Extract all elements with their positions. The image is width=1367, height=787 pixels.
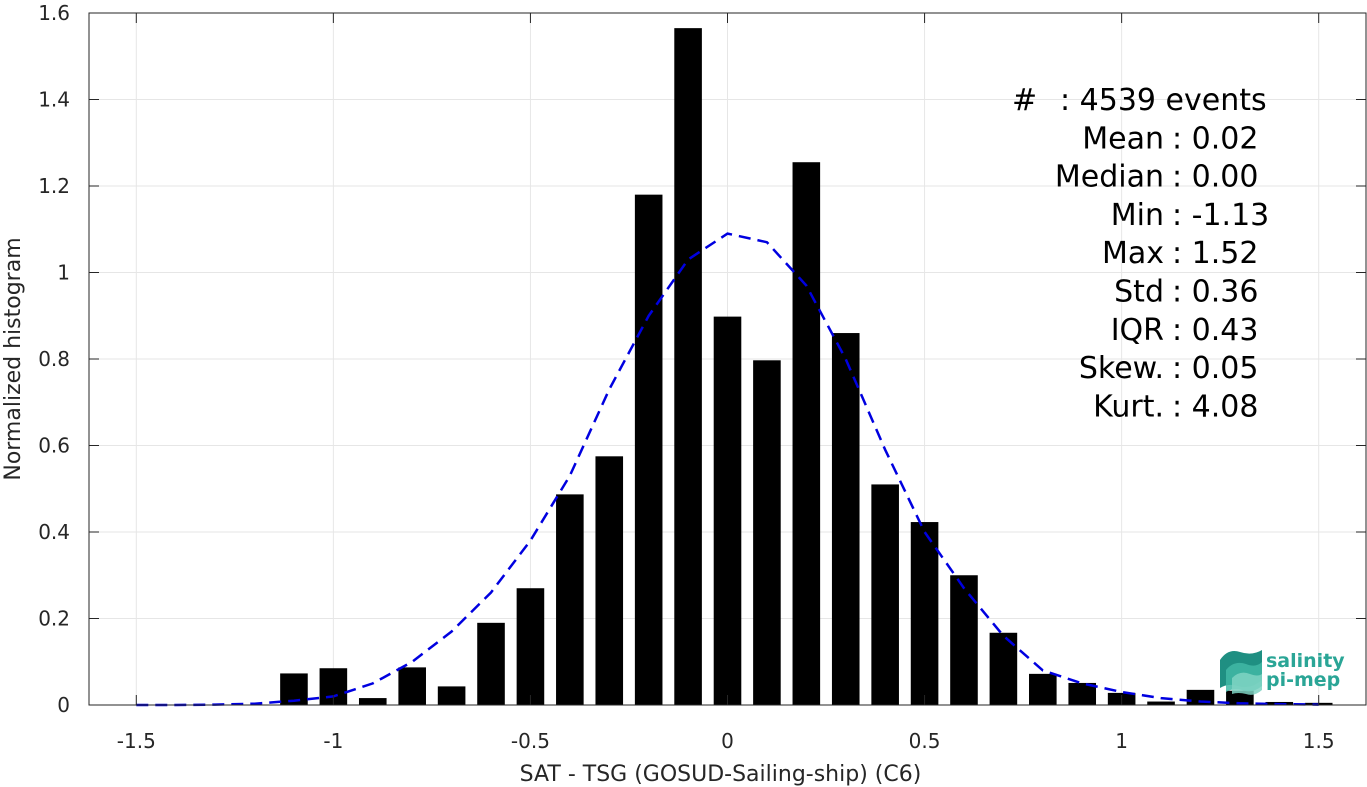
- bar-19: [1029, 673, 1057, 705]
- bar-13: [792, 162, 821, 705]
- stat-value-4: : 1.52: [1172, 236, 1258, 271]
- x-axis-label: SAT - TSG (GOSUD-Sailing-ship) (C6): [520, 762, 922, 787]
- bar-6: [516, 588, 545, 705]
- y-tick-label-3: 0.6: [38, 434, 70, 458]
- x-tick-label-0: -1.5: [117, 729, 156, 753]
- logo-line-1: salinity: [1266, 650, 1345, 672]
- bar-15: [871, 484, 899, 705]
- x-tick-label-2: -0.5: [511, 729, 550, 753]
- x-tick-label-5: 1: [1115, 729, 1128, 753]
- bar-2: [358, 698, 387, 705]
- y-tick-label-0: 0: [57, 693, 70, 717]
- stat-key-5: Std: [1114, 275, 1164, 310]
- stat-value-5: : 0.36: [1172, 275, 1258, 310]
- y-tick-label-4: 0.8: [38, 347, 70, 371]
- y-tick-label-6: 1.2: [38, 174, 70, 198]
- stat-value-3: : -1.13: [1172, 198, 1269, 233]
- histogram-bars: [280, 28, 1333, 705]
- y-tick-label-8: 1.6: [38, 1, 70, 25]
- stat-key-7: Skew.: [1079, 351, 1164, 386]
- stat-key-0: #: [1012, 83, 1037, 118]
- y-tick-label-1: 0.2: [38, 607, 70, 631]
- stat-value-7: : 0.05: [1172, 351, 1258, 386]
- stat-value-8: : 4.08: [1172, 389, 1258, 424]
- y-tick-labels: 0 0.2 0.4 0.6 0.8 1 1.2 1.4 1.6: [38, 1, 70, 717]
- x-tick-labels: -1.5 -1 -0.5 0 0.5 1 1.5: [117, 729, 1335, 753]
- x-tick-label-4: 0.5: [909, 729, 941, 753]
- x-tick-label-1: -1: [323, 729, 343, 753]
- stat-key-8: Kurt.: [1093, 389, 1164, 424]
- bar-8: [595, 456, 624, 705]
- bar-24: [1226, 690, 1254, 705]
- logo-wave-icon: [1220, 650, 1262, 695]
- bar-5: [477, 622, 505, 705]
- bar-11: [713, 316, 742, 705]
- y-tick-label-7: 1.4: [38, 88, 70, 112]
- bar-14: [831, 333, 860, 705]
- y-axis-label: Normalized histogram: [1, 237, 26, 480]
- bar-17: [950, 575, 978, 705]
- stat-key-1: Mean: [1082, 121, 1164, 156]
- stat-value-1: : 0.02: [1172, 121, 1258, 156]
- bar-10: [674, 28, 702, 705]
- axis-ticks: [89, 12, 1366, 706]
- stat-key-6: IQR: [1111, 313, 1164, 348]
- grid-lines: [89, 12, 1366, 706]
- stat-value-2: : 0.00: [1172, 160, 1258, 195]
- stat-value-0: : 4539 events: [1060, 83, 1267, 118]
- x-tick-label-3: 0: [721, 729, 734, 753]
- bar-16: [910, 522, 939, 705]
- stat-key-4: Max: [1102, 236, 1164, 271]
- bar-22: [1147, 701, 1175, 705]
- x-tick-label-6: 1.5: [1303, 729, 1335, 753]
- stat-key-2: Median: [1055, 160, 1164, 195]
- bar-12: [753, 360, 781, 705]
- bar-3: [398, 667, 426, 705]
- y-tick-label-5: 1: [57, 261, 70, 285]
- stat-value-6: : 0.43: [1172, 313, 1258, 348]
- y-tick-label-2: 0.4: [38, 520, 70, 544]
- bar-9: [634, 194, 663, 705]
- stat-key-3: Min: [1111, 198, 1164, 233]
- salinity-pi-mep-logo: salinity pi-mep: [1220, 650, 1345, 695]
- bar-20: [1068, 682, 1097, 705]
- bar-7: [556, 494, 584, 705]
- logo-line-2: pi-mep: [1266, 669, 1340, 691]
- bar-4: [437, 686, 466, 705]
